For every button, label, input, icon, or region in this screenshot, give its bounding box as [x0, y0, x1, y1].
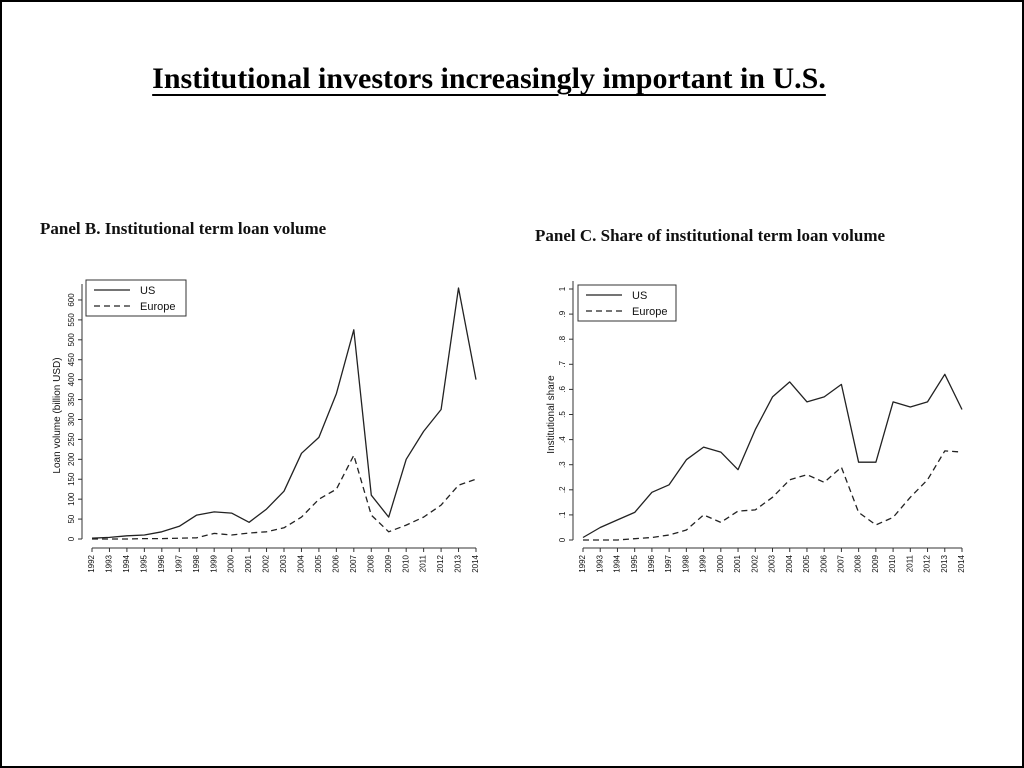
x-tick-label: 2000 [716, 554, 725, 572]
x-tick-label: 1995 [630, 554, 639, 572]
legend-label-europe: Europe [632, 306, 667, 318]
x-tick-label: 2010 [888, 554, 897, 572]
x-tick-label: 2001 [733, 554, 742, 572]
panel-b-title: Panel B. Institutional term loan volume [40, 219, 327, 238]
x-tick-label: 2013 [940, 554, 949, 572]
y-tick-label: 600 [67, 293, 76, 307]
y-tick-label: 550 [67, 313, 76, 327]
x-tick-label: 2004 [297, 554, 306, 572]
x-tick-label: 2000 [227, 554, 236, 572]
y-tick-label: .5 [558, 411, 567, 418]
y-tick-label: .9 [558, 310, 567, 317]
panel-c-title: Panel C. Share of institutional term loa… [535, 226, 886, 245]
y-tick-label: .2 [558, 486, 567, 493]
x-tick-label: 2011 [905, 554, 914, 572]
y-tick-label: .6 [558, 386, 567, 393]
legend-label-us: US [140, 285, 155, 297]
x-tick-label: 1997 [174, 554, 183, 572]
x-tick-label: 1996 [157, 554, 166, 572]
series-us-line [582, 373, 963, 539]
y-tick-label: 1 [558, 286, 567, 291]
y-tick-label: 400 [67, 372, 76, 386]
x-tick-label: 1995 [139, 554, 148, 572]
x-tick-label: 1996 [647, 554, 656, 572]
x-tick-label: 2003 [279, 554, 288, 572]
x-tick-label: 2001 [244, 554, 253, 572]
x-tick-label: 2012 [436, 554, 445, 572]
x-tick-label: 2002 [262, 554, 271, 572]
x-tick-label: 1994 [613, 554, 622, 572]
x-tick-label: 1999 [209, 554, 218, 572]
x-tick-label: 2013 [454, 554, 463, 572]
series-europe-line [583, 450, 963, 541]
x-tick-label: 2008 [366, 554, 375, 572]
y-tick-label: .3 [558, 461, 567, 468]
x-tick-label: 2006 [331, 554, 340, 572]
x-tick-label: 2005 [802, 554, 811, 572]
slide-title: Institutional investors increasingly imp… [152, 62, 826, 95]
x-tick-label: 2012 [923, 554, 932, 572]
series-us-line [91, 287, 477, 539]
x-tick-label: 2006 [819, 554, 828, 572]
x-tick-label: 1998 [192, 554, 201, 572]
x-tick-label: 1999 [699, 554, 708, 572]
y-tick-label: 150 [67, 472, 76, 486]
y-tick-label: .1 [558, 511, 567, 518]
x-tick-label: 1997 [664, 554, 673, 572]
y-tick-label: 450 [67, 353, 76, 367]
x-tick-label: 2010 [401, 554, 410, 572]
x-tick-label: 2007 [349, 554, 358, 572]
y-tick-label: 50 [67, 514, 76, 523]
x-tick-label: 2009 [384, 554, 393, 572]
y-tick-label: 0 [67, 536, 76, 541]
x-tick-label: 2007 [837, 554, 846, 572]
x-tick-label: 2009 [871, 554, 880, 572]
x-tick-label: 2002 [750, 554, 759, 572]
y-axis-label: Loan volume (billion USD) [52, 357, 63, 473]
x-tick-label: 1993 [105, 554, 114, 572]
x-tick-label: 2003 [768, 554, 777, 572]
legend-box [85, 279, 187, 317]
legend-label-us: US [632, 290, 647, 302]
y-tick-label: 200 [67, 452, 76, 466]
x-tick-label: 1994 [122, 554, 131, 572]
x-tick-label: 2004 [785, 554, 794, 572]
series-europe-line [92, 454, 477, 540]
x-tick-label: 1998 [681, 554, 690, 572]
y-tick-label: 250 [67, 432, 76, 446]
x-tick-label: 1992 [578, 554, 587, 572]
y-tick-label: 300 [67, 412, 76, 426]
x-tick-label: 2014 [957, 554, 966, 572]
y-tick-label: 0 [558, 537, 567, 542]
x-tick-label: 2011 [419, 554, 428, 572]
y-tick-label: 500 [67, 333, 76, 347]
y-tick-label: .4 [558, 436, 567, 443]
y-tick-label: 100 [67, 492, 76, 506]
legend-label-europe: Europe [140, 301, 175, 313]
x-tick-label: 1992 [87, 554, 96, 572]
x-tick-label: 2014 [471, 554, 480, 572]
y-tick-label: .7 [558, 360, 567, 367]
x-tick-label: 2005 [314, 554, 323, 572]
y-axis-label: Institutional share [546, 375, 557, 454]
legend-box [577, 284, 677, 322]
y-tick-label: 350 [67, 392, 76, 406]
x-tick-label: 2008 [854, 554, 863, 572]
y-tick-label: .8 [558, 335, 567, 342]
x-tick-label: 1993 [595, 554, 604, 572]
